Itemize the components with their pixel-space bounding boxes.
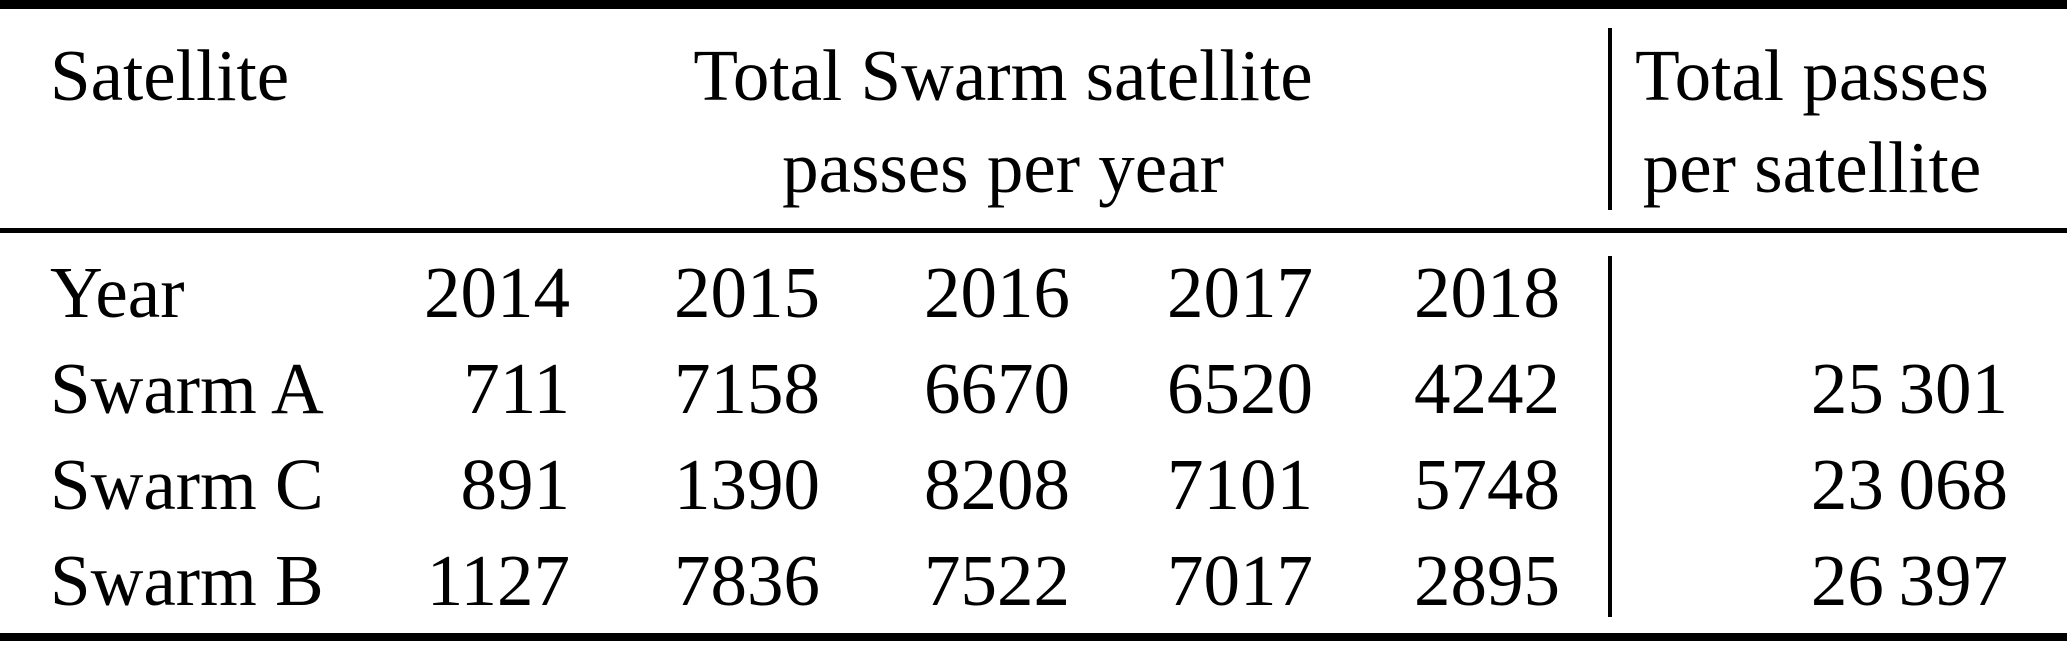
swarm-b-2018-cell: 2895 <box>1414 540 1560 621</box>
year-row: Year 2014 2015 2016 2017 2018 <box>0 245 2067 341</box>
swarm-b-2017-cell: 7017 <box>1167 540 1313 621</box>
swarm-c-2017-cell: 7101 <box>1167 444 1313 525</box>
swarm-a-2016-cell: 6670 <box>924 348 1070 429</box>
swarm-c-label: Swarm C <box>50 444 324 525</box>
swarm-a-label: Swarm A <box>50 348 324 429</box>
swarm-a-total-cell: 25 301 <box>1810 348 2008 429</box>
header-total-passes: Total passes per satellite <box>1610 30 2014 214</box>
swarm-b-label: Swarm B <box>50 540 324 621</box>
table-bottom-rule <box>0 633 2067 641</box>
swarm-b-2015-cell: 7836 <box>674 540 820 621</box>
swarm-a-2014-cell: 711 <box>463 348 570 429</box>
year-2016-cell: 2016 <box>924 252 1070 333</box>
swarm-c-2014-cell: 891 <box>460 444 571 525</box>
column-divider-header <box>1608 28 1612 210</box>
header-total-passes-line1: Total passes <box>1635 35 1989 116</box>
table-top-rule <box>0 0 2067 9</box>
header-satellite: Satellite <box>50 35 290 116</box>
swarm-b-2016-cell: 7522 <box>924 540 1070 621</box>
swarm-c-2015-cell: 1390 <box>674 444 820 525</box>
row-swarm-a: Swarm A 711 7158 6670 6520 4242 25 301 <box>0 341 2067 437</box>
year-2014-cell: 2014 <box>424 252 570 333</box>
header-total-passes-line2: per satellite <box>1642 127 1982 208</box>
swarm-c-2018-cell: 5748 <box>1414 444 1560 525</box>
swarm-a-2018-cell: 4242 <box>1414 348 1560 429</box>
table-body: Year 2014 2015 2016 2017 2018 Swarm A 71… <box>0 245 2067 629</box>
swarm-c-total-cell: 23 068 <box>1810 444 2008 525</box>
swarm-a-2015-cell: 7158 <box>674 348 820 429</box>
row-swarm-b: Swarm B 1127 7836 7522 7017 2895 26 397 <box>0 533 2067 629</box>
year-row-label: Year <box>50 252 185 333</box>
swarm-b-total-cell: 26 397 <box>1810 540 2008 621</box>
column-divider-body <box>1608 256 1612 617</box>
year-2015-cell: 2015 <box>674 252 820 333</box>
swarm-c-2016-cell: 8208 <box>924 444 1070 525</box>
year-2018-cell: 2018 <box>1414 252 1560 333</box>
row-swarm-c: Swarm C 891 1390 8208 7101 5748 23 068 <box>0 437 2067 533</box>
table-mid-rule <box>0 228 2067 233</box>
header-passes-per-year-line2: passes per year <box>782 127 1224 208</box>
header-passes-per-year: Total Swarm satellite passes per year <box>400 30 1606 214</box>
swarm-b-2014-cell: 1127 <box>426 540 570 621</box>
year-2017-cell: 2017 <box>1167 252 1313 333</box>
swarm-a-2017-cell: 6520 <box>1167 348 1313 429</box>
header-passes-per-year-line1: Total Swarm satellite <box>693 35 1313 116</box>
